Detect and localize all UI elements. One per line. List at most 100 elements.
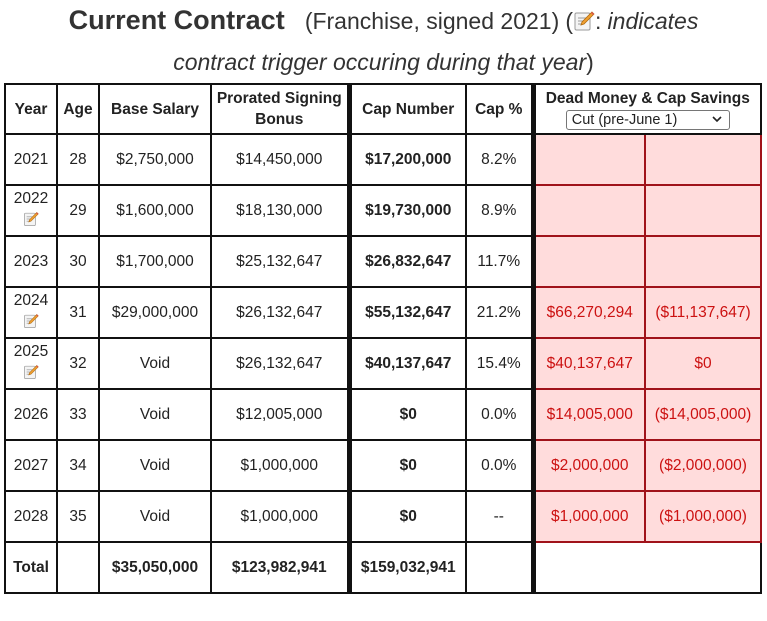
year-label: 2024 [13,291,49,309]
col-header-cap-number: Cap Number [346,83,467,135]
cap-pct-cell: 8.2% [465,133,536,186]
dead-money-cell: $1,000,000 [530,490,646,543]
base-salary-cell: $1,600,000 [98,184,212,237]
year-cell: 2025 [4,337,58,390]
chevron-down-icon [712,115,722,122]
base-salary-cell: Void [98,337,212,390]
note-close-paren: ) [586,49,594,75]
col-header-year: Year [4,83,58,135]
signing-bonus-cell: $12,005,000 [210,388,350,441]
cap-pct-cell: 11.7% [465,235,536,288]
cut-scenario-value: Cut (pre-June 1) [571,111,678,128]
age-cell: 32 [56,337,100,390]
base-salary-cell: Void [98,439,212,492]
year-label: 2027 [13,456,49,474]
cap-pct-cell: 8.9% [465,184,536,237]
dead-money-label: Dead Money & Cap Savings [545,89,750,107]
cap-number-cell: $17,200,000 [346,133,467,186]
age-cell: 33 [56,388,100,441]
cap-number-cell: $40,137,647 [346,337,467,390]
table-row: 2023 30 $1,700,000 $25,132,647 $26,832,647 11… [4,235,763,288]
year-cell: 2021 [4,133,58,186]
cap-savings-cell: $0 [643,337,763,390]
year-cell: 2022 [4,184,58,237]
year-cell: 2023 [4,235,58,288]
signing-bonus-cell: $1,000,000 [210,490,350,543]
cap-number-cell: $55,132,647 [346,286,467,339]
cap-savings-cell [643,133,763,186]
col-header-base-salary: Base Salary [98,83,212,135]
memo-pencil-icon [23,313,39,329]
contract-rows: 2021 28 $2,750,000 $14,450,000 $17,200,000 8.… [4,133,763,543]
total-cap-pct [465,541,536,594]
trigger-note-part1: indicates [607,8,699,34]
table-row: 2024 31 $29,000,000 $26,132,647 $55,132,647 2… [4,286,763,339]
year-label: 2023 [13,252,49,270]
year-cell: 2028 [4,490,58,543]
age-cell: 28 [56,133,100,186]
signing-bonus-cell: $18,130,000 [210,184,350,237]
age-cell: 31 [56,286,100,339]
signing-bonus-cell: $1,000,000 [210,439,350,492]
age-cell: 29 [56,184,100,237]
table-row: 2026 33 Void $12,005,000 $0 0.0% $14,005,000 ($… [4,388,763,441]
cap-pct-cell: 15.4% [465,337,536,390]
year-cell: 2026 [4,388,58,441]
dead-money-cell [530,235,646,288]
cut-scenario-select[interactable]: Cut (pre-June 1) [565,109,730,130]
year-cell: 2024 [4,286,58,339]
dead-money-cell: $2,000,000 [530,439,646,492]
dead-money-cell [530,133,646,186]
total-signing-bonus: $123,982,941 [210,541,350,594]
cap-pct-cell: 21.2% [465,286,536,339]
cap-number-cell: $19,730,000 [346,184,467,237]
cap-savings-cell [643,184,763,237]
contract-heading: Current Contract (Franchise, signed 2021… [0,0,767,83]
table-row: 2022 29 $1,600,000 $18,130,000 $19,730,000 8.… [4,184,763,237]
cap-number-cell: $0 [346,439,467,492]
col-header-cap-pct: Cap % [465,83,536,135]
age-cell: 34 [56,439,100,492]
table-row: 2027 34 Void $1,000,000 $0 0.0% $2,000,000 ($2,… [4,439,763,492]
memo-pencil-icon [573,4,595,31]
total-age [56,541,100,594]
total-base-salary: $35,050,000 [98,541,212,594]
trigger-note: contract trigger occuring during that ye… [173,49,587,75]
signing-bonus-cell: $25,132,647 [210,235,350,288]
cap-pct-cell: 0.0% [465,388,536,441]
cap-number-cell: $0 [346,490,467,543]
contract-table: Year Age Base Salary Prorated Signing Bo… [4,83,763,594]
heading-line-1: Current Contract (Franchise, signed 2021… [0,0,767,42]
year-label: 2022 [13,189,49,207]
total-dead-money [530,541,763,594]
table-row: 2025 32 Void $26,132,647 $40,137,647 15.4% $40… [4,337,763,390]
year-cell: 2027 [4,439,58,492]
dead-money-cell [530,184,646,237]
base-salary-cell: $29,000,000 [98,286,212,339]
signing-bonus-cell: $26,132,647 [210,337,350,390]
signing-bonus-cell: $14,450,000 [210,133,350,186]
cap-savings-cell [643,235,763,288]
cap-savings-cell: ($11,137,647) [643,286,763,339]
col-header-dead-money: Dead Money & Cap Savings Cut (pre-June 1… [531,83,763,135]
signing-bonus-cell: $26,132,647 [210,286,350,339]
year-label: 2028 [13,507,49,525]
dead-money-cell: $40,137,647 [530,337,646,390]
cap-number-cell: $26,832,647 [346,235,467,288]
age-cell: 30 [56,235,100,288]
memo-pencil-icon [23,364,39,380]
note-colon: : [595,8,602,34]
cap-savings-cell: ($2,000,000) [643,439,763,492]
dead-money-cell: $14,005,000 [530,388,646,441]
dead-money-cell: $66,270,294 [530,286,646,339]
memo-pencil-icon [23,211,39,227]
note-open-paren: ( [565,8,574,34]
table-row: 2021 28 $2,750,000 $14,450,000 $17,200,000 8.… [4,133,763,186]
cap-number-cell: $0 [346,388,467,441]
age-cell: 35 [56,490,100,543]
base-salary-cell: $1,700,000 [98,235,212,288]
cap-savings-cell: ($1,000,000) [643,490,763,543]
cap-pct-cell: 0.0% [465,439,536,492]
year-label: 2025 [13,342,49,360]
base-salary-cell: Void [98,490,212,543]
